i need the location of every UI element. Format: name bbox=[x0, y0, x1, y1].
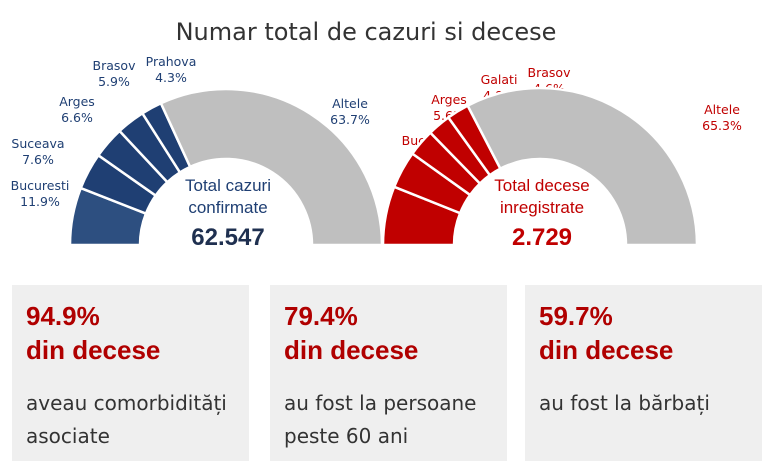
stat-percent: 59.7% bbox=[539, 301, 613, 331]
slice-altele bbox=[159, 87, 384, 247]
center-total: 2.729 bbox=[512, 224, 572, 251]
slice-label-altele: Altele 63.7% bbox=[330, 96, 370, 127]
slice-label-brasov: Brasov 5.9% bbox=[93, 58, 137, 89]
stat-subtitle: din decese bbox=[26, 335, 161, 365]
center-label: Total decese inregistrate bbox=[494, 176, 589, 217]
stat-card-comorbidities: 94.9% din decese aveau comorbidități aso… bbox=[12, 285, 249, 461]
stat-subtitle: din decese bbox=[284, 335, 419, 365]
cases-half-donut-chart: Bucuresti 11.9% Suceava 7.6% Arges 6.6% Brasov… bbox=[11, 54, 384, 251]
stat-subtitle: din decese bbox=[539, 335, 674, 365]
center-label: Total cazuri confirmate bbox=[185, 176, 271, 217]
slice-label-bucuresti: Bucuresti 11.9% bbox=[11, 178, 70, 209]
stat-card-age: 79.4% din decese au fost la persoane pes… bbox=[270, 285, 507, 461]
slice-label-arges: Arges 6.6% bbox=[59, 94, 95, 125]
slice-label-suceava: Suceava 7.6% bbox=[11, 136, 64, 167]
slice-label-altele: Altele 65.3% bbox=[702, 102, 742, 133]
stat-card-gender: 59.7% din decese au fost la bărbați bbox=[525, 285, 762, 461]
center-total: 62.547 bbox=[191, 224, 264, 251]
stat-description: au fost la bărbați bbox=[539, 391, 710, 415]
chart-title: Numar total de cazuri si decese bbox=[175, 18, 557, 46]
stat-description: au fost la persoane peste 60 ani bbox=[284, 391, 477, 448]
slice-label-prahova: Prahova 4.3% bbox=[146, 54, 197, 85]
deaths-half-donut-chart: Suceava12.1%Bucuresti7.7%Arges5.6%Galati… bbox=[381, 65, 742, 251]
stat-description: aveau comorbidități asociate bbox=[26, 391, 227, 448]
stat-percent: 79.4% bbox=[284, 301, 358, 331]
slice-altele bbox=[466, 86, 699, 247]
stat-percent: 94.9% bbox=[26, 301, 100, 331]
